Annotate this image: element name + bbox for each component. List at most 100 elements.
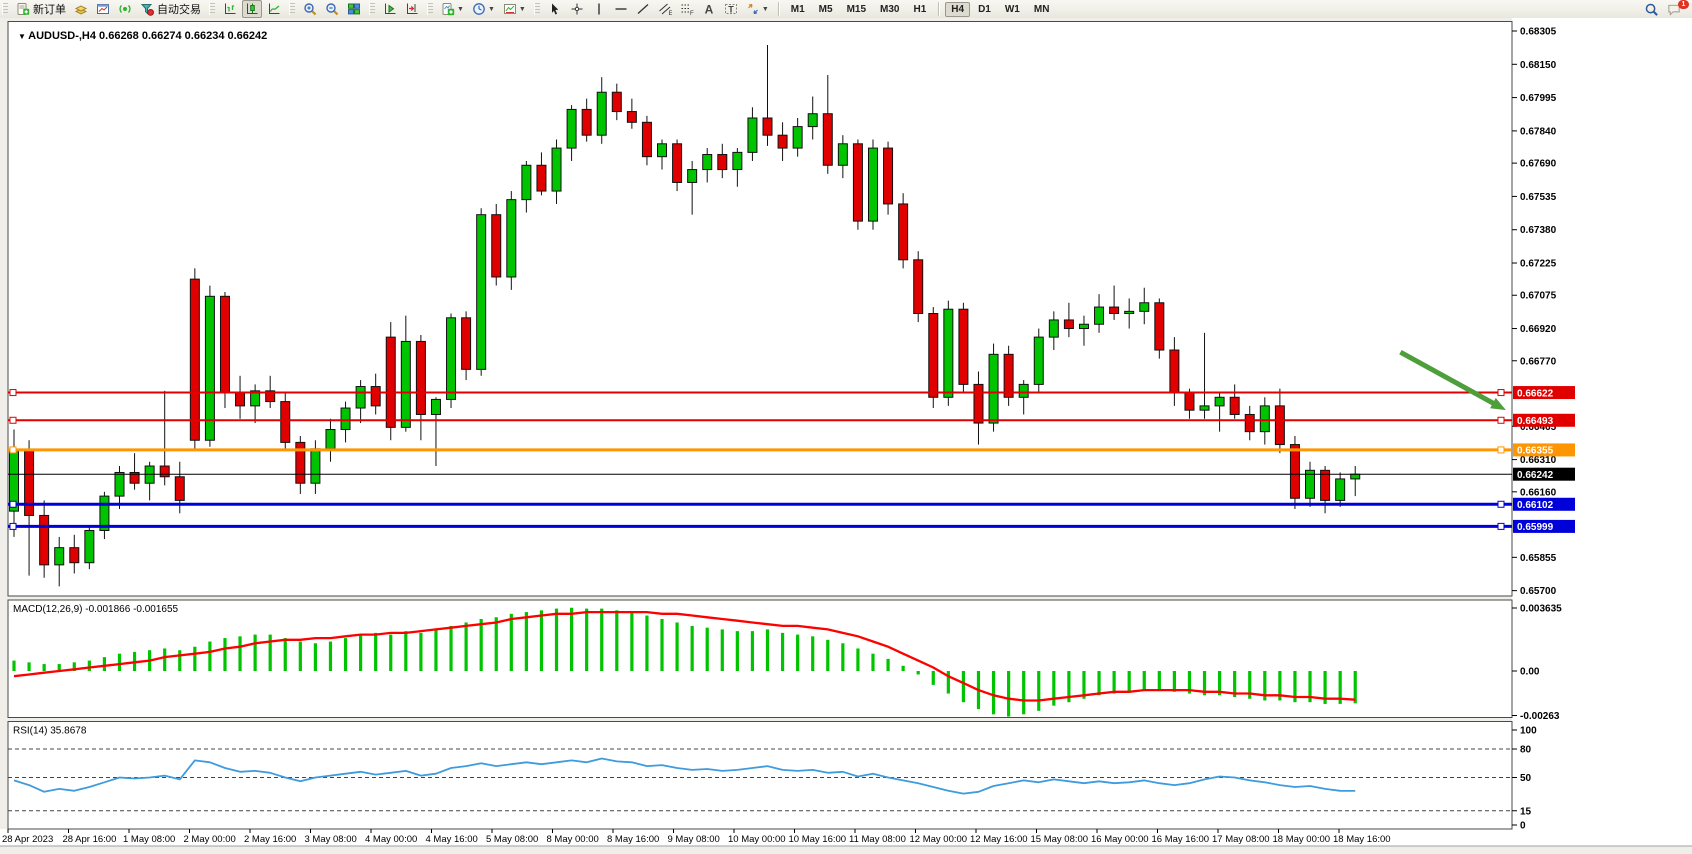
macd-histogram-bar	[313, 643, 317, 671]
chart-surface[interactable]: 0.68305 0.68150 0.67995 0.67840 0.67690 0.675…	[0, 18, 1692, 854]
toolbar-drag-handle[interactable]	[369, 3, 375, 15]
line-chart-button[interactable]	[264, 0, 284, 18]
candle	[1335, 478, 1346, 501]
macd-histogram-bar	[765, 629, 770, 671]
candle	[265, 390, 276, 403]
timeframe-button-d1[interactable]: D1	[978, 3, 991, 15]
templates-button[interactable]: ▼	[500, 0, 529, 18]
line-handle[interactable]	[1497, 500, 1505, 508]
candle	[958, 308, 969, 385]
toolbar-separator	[777, 2, 779, 16]
toolbar-drag-handle[interactable]	[289, 3, 295, 15]
time-tick-label: 2 May 16:00	[244, 834, 296, 845]
indicators-button[interactable]: ▼	[438, 0, 467, 18]
timeframe-button-h1[interactable]: H1	[913, 3, 927, 15]
timeframe-button-w1[interactable]: W1	[1004, 3, 1020, 15]
macd-histogram-bar	[1338, 671, 1342, 704]
macd-histogram-bar	[1308, 671, 1312, 703]
macd-histogram-bar	[1112, 671, 1116, 694]
toolbar-group	[217, 0, 287, 18]
line-handle[interactable]	[9, 389, 17, 397]
timeframe-button-m5[interactable]: M5	[818, 3, 833, 15]
macd-histogram-bar	[585, 608, 589, 671]
vertical-line-button[interactable]	[589, 0, 609, 18]
candle	[1244, 413, 1255, 433]
chevron-down-icon[interactable]: ▼	[487, 5, 495, 13]
chat-button[interactable]: 1	[1664, 0, 1689, 18]
toolbar-group: E F A T ▼	[542, 0, 775, 18]
timeframe-button-mn[interactable]: MN	[1033, 3, 1050, 15]
timeframe-button-h4[interactable]: H4	[945, 1, 971, 17]
chevron-down-icon[interactable]: ▼	[457, 5, 464, 13]
candle	[355, 386, 366, 409]
timeframe-button-m15[interactable]: M15	[846, 3, 867, 15]
toolbar-drag-handle[interactable]	[533, 3, 540, 15]
crosshair-icon	[570, 2, 584, 16]
hline-icon	[614, 2, 628, 16]
macd-histogram-bar	[223, 638, 227, 671]
line-handle[interactable]	[9, 446, 17, 454]
fibonacci-button[interactable]: F	[677, 0, 697, 18]
line-handle[interactable]	[9, 500, 17, 508]
svg-text:F: F	[690, 11, 694, 16]
price-label-text: 0.66493	[1517, 416, 1554, 427]
arrows-button[interactable]: ▼	[743, 0, 772, 18]
equidistant-channel-button[interactable]: E	[655, 0, 675, 18]
chevron-down-icon[interactable]: ▼	[518, 5, 526, 13]
time-tick-label: 28 Apr 2023	[2, 834, 53, 845]
new-order-button[interactable]: 新订单	[13, 0, 69, 18]
signals-button[interactable]	[115, 0, 135, 18]
time-tick-label: 18 May 00:00	[1273, 834, 1331, 845]
time-axis-panel	[0, 829, 1692, 846]
periods-button[interactable]: ▼	[469, 0, 498, 18]
cursor-button[interactable]	[545, 0, 565, 18]
horizontal-line-button[interactable]	[611, 0, 631, 18]
chevron-down-icon[interactable]: ▼	[761, 5, 769, 13]
search-button[interactable]	[1641, 0, 1662, 18]
candle-chart-button[interactable]	[242, 0, 262, 18]
candle	[430, 398, 441, 415]
arrow-annotation[interactable]	[1399, 349, 1497, 407]
zoom-out-button[interactable]	[322, 0, 342, 18]
text-button[interactable]: A	[699, 0, 719, 18]
line-handle[interactable]	[1497, 416, 1505, 424]
candle	[747, 117, 758, 153]
candle	[446, 317, 457, 400]
macd-histogram-bar	[675, 622, 679, 671]
tile-windows-button[interactable]	[344, 0, 364, 18]
text-label-button[interactable]: T	[721, 0, 741, 18]
toolbar-group	[377, 0, 425, 18]
line-handle[interactable]	[1497, 446, 1505, 454]
rsi-tick-label: 80	[1520, 745, 1532, 756]
timeframe-button-m1[interactable]: M1	[790, 3, 805, 15]
cursor-icon	[548, 2, 562, 16]
candle	[340, 407, 351, 431]
toolbar-drag-handle[interactable]	[209, 3, 215, 15]
arrow-head	[1490, 397, 1506, 411]
line-handle[interactable]	[9, 522, 17, 530]
bar-chart-button[interactable]	[220, 0, 240, 18]
auto-trading-button[interactable]: 自动交易	[137, 0, 204, 18]
line-handle[interactable]	[1497, 389, 1505, 397]
auto-scroll-button[interactable]	[380, 0, 400, 18]
line-handle[interactable]	[9, 416, 17, 424]
line-handle[interactable]	[1497, 522, 1505, 530]
toolbar-group: 新订单 自动交易	[10, 0, 207, 18]
candle	[988, 353, 999, 424]
chart-shift-button[interactable]	[402, 0, 422, 18]
crosshair-button[interactable]	[567, 0, 587, 18]
macd-histogram-bar	[811, 636, 815, 671]
timeframe-button-m30[interactable]: M30	[880, 3, 900, 15]
trendline-button[interactable]	[633, 0, 653, 18]
toolbar-drag-handle[interactable]	[2, 3, 8, 15]
toolbar-drag-handle[interactable]	[427, 3, 433, 15]
candle	[1289, 444, 1300, 499]
zoom-in-button[interactable]	[300, 0, 320, 18]
time-tick-label: 8 May 16:00	[607, 834, 659, 845]
rsi-panel	[7, 721, 1513, 830]
text-icon: A	[702, 2, 716, 17]
market-watch-button[interactable]	[71, 0, 91, 18]
macd-histogram-bar	[615, 610, 619, 671]
chart-window-button[interactable]	[93, 0, 113, 18]
svg-text:A: A	[704, 3, 713, 17]
